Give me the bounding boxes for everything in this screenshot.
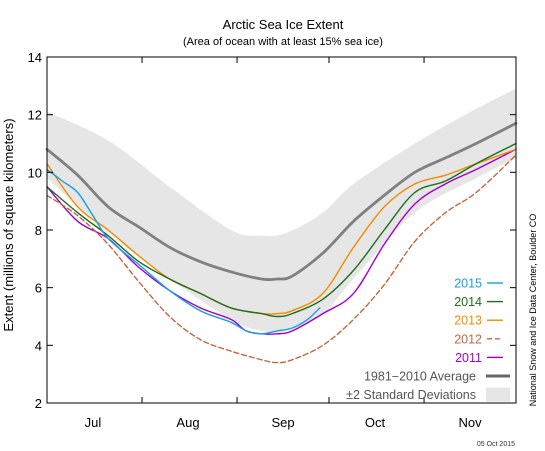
- axes: 2 4 6 8 10 12 14 Jul Aug Sep Oct Nov: [28, 50, 517, 430]
- legend-label: 2014: [454, 295, 482, 309]
- legend-item-2-standard-deviations: ±2 Standard Deviations: [346, 387, 510, 402]
- chart-subtitle: (Area of ocean with at least 15% sea ice…: [183, 36, 383, 48]
- y-tick-label: 8: [35, 223, 42, 238]
- legend-label: 2011: [455, 351, 482, 365]
- legend-item-2013: 2013: [454, 314, 503, 328]
- x-tick-label: Aug: [176, 415, 199, 430]
- y-tick-label: 2: [35, 396, 42, 411]
- date-stamp: 05 Oct 2015: [477, 441, 515, 448]
- x-tick-label: Sep: [271, 415, 294, 430]
- y-tick-label: 4: [35, 338, 42, 353]
- series-line-2015: [46, 168, 321, 335]
- legend-label: 1981−2010 Average: [364, 370, 476, 384]
- legend-item-2014: 2014: [454, 295, 503, 309]
- plot-area: [45, 88, 518, 364]
- credit-text: National Snow and Ice Data Center, Bould…: [528, 214, 538, 407]
- x-tick-label: Oct: [365, 415, 386, 430]
- series-line-2011: [46, 148, 517, 335]
- y-tick-label: 10: [28, 165, 42, 180]
- y-axis-label: Extent (millions of square kilometers): [1, 118, 16, 331]
- legend-item-1981-2010-average: 1981−2010 Average: [364, 370, 510, 384]
- legend-label: 2012: [454, 332, 482, 346]
- legend-label: ±2 Standard Deviations: [346, 388, 476, 402]
- std-dev-band: [47, 88, 516, 333]
- series-line-2013: [46, 148, 517, 315]
- legend-item-2015: 2015: [454, 277, 503, 291]
- series-line-1981-2010-average: [45, 121, 518, 282]
- legend-label: 2013: [454, 314, 482, 328]
- y-tick-label: 12: [28, 108, 42, 123]
- y-tick-label: 14: [28, 50, 42, 65]
- legend: 2015 2014 2013 2012 2011 1981−2010 Average ±2 …: [346, 277, 510, 402]
- series-line-2012: [46, 154, 517, 364]
- legend-swatch: [486, 387, 510, 402]
- legend-label: 2015: [454, 277, 482, 291]
- chart-title: Arctic Sea Ice Extent: [223, 17, 344, 32]
- legend-item-2011: 2011: [455, 351, 503, 365]
- x-tick-label: Jul: [85, 415, 102, 430]
- series-line-2014: [46, 142, 517, 318]
- legend-item-2012: 2012: [454, 332, 503, 346]
- x-tick-label: Nov: [458, 415, 482, 430]
- y-tick-label: 6: [35, 281, 42, 296]
